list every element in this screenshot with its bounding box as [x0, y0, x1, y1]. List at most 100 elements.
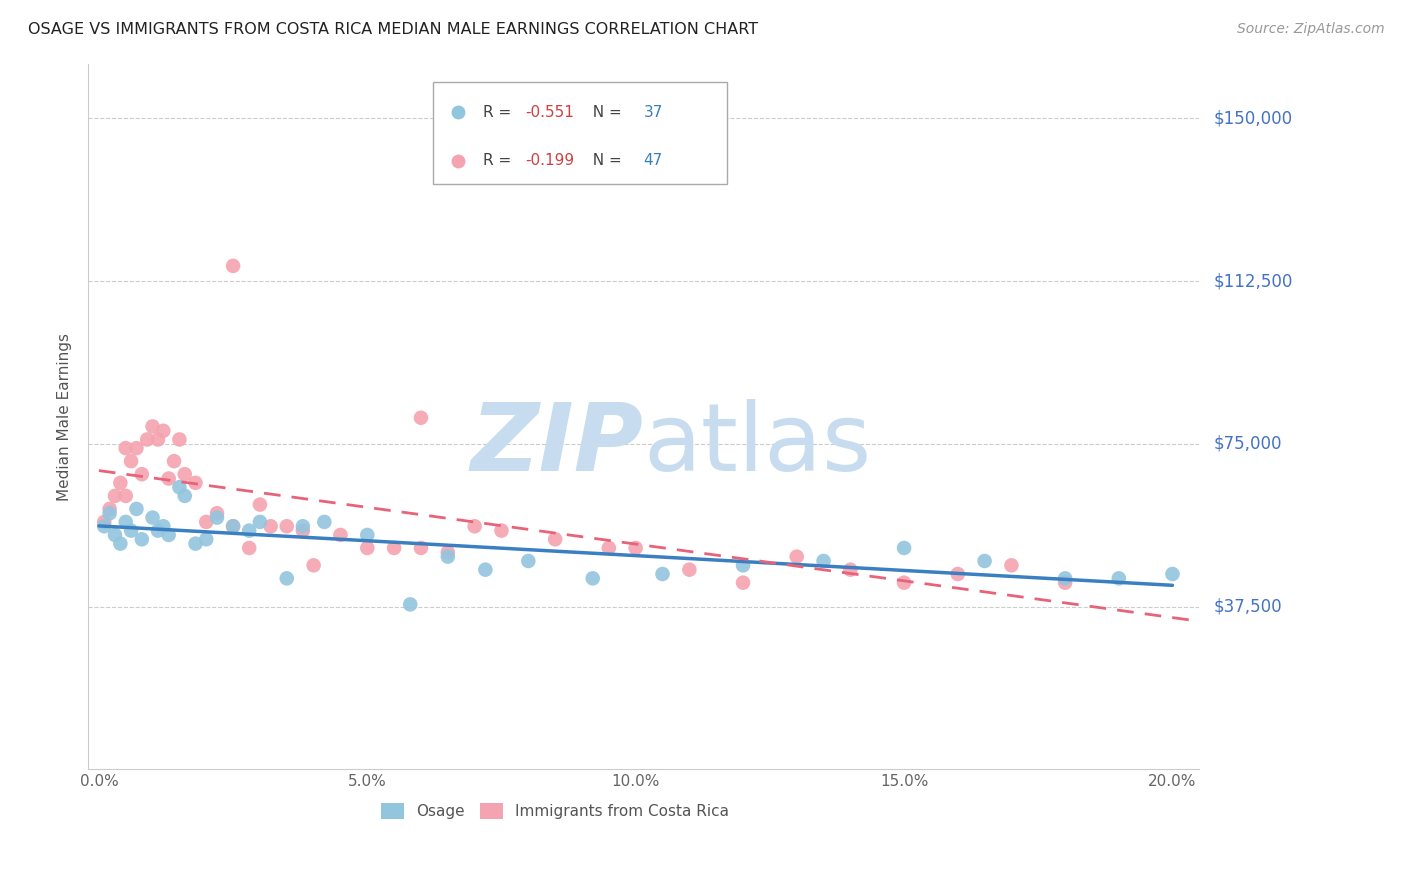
Point: [464, 519, 486, 533]
Point: [104, 528, 127, 542]
Text: 47: 47: [644, 153, 664, 169]
Text: $112,500: $112,500: [1213, 272, 1292, 290]
Text: N =: N =: [582, 104, 626, 120]
Point: [146, 524, 169, 538]
Point: [893, 575, 915, 590]
Point: [624, 541, 647, 555]
Text: $150,000: $150,000: [1213, 110, 1292, 128]
Point: [104, 489, 127, 503]
Text: atlas: atlas: [644, 399, 872, 491]
Point: [260, 519, 283, 533]
Point: [1108, 571, 1130, 585]
Point: [125, 441, 148, 455]
Point: [382, 541, 405, 555]
Point: [93, 519, 115, 533]
Point: [184, 475, 207, 490]
Point: [205, 506, 228, 520]
Point: [731, 558, 754, 573]
Point: [678, 563, 700, 577]
Point: [169, 480, 191, 494]
Text: N =: N =: [582, 153, 626, 169]
Point: [131, 533, 153, 547]
Point: [731, 575, 754, 590]
Point: [120, 454, 142, 468]
Text: Source: ZipAtlas.com: Source: ZipAtlas.com: [1237, 22, 1385, 37]
Text: -0.199: -0.199: [524, 153, 574, 169]
Point: [409, 410, 432, 425]
Point: [893, 541, 915, 555]
Point: [110, 536, 132, 550]
Text: R =: R =: [482, 104, 516, 120]
Text: -0.551: -0.551: [524, 104, 574, 120]
Point: [93, 515, 115, 529]
Point: [136, 433, 159, 447]
Text: R =: R =: [482, 153, 516, 169]
Point: [813, 554, 835, 568]
Point: [169, 433, 191, 447]
Point: [409, 541, 432, 555]
Point: [249, 498, 271, 512]
Point: [786, 549, 808, 564]
Text: ZIP: ZIP: [471, 399, 644, 491]
Y-axis label: Median Male Earnings: Median Male Earnings: [58, 333, 72, 500]
Point: [238, 524, 260, 538]
Point: [1054, 575, 1077, 590]
Point: [114, 515, 136, 529]
Point: [399, 598, 422, 612]
Legend: Osage, Immigrants from Costa Rica: Osage, Immigrants from Costa Rica: [374, 797, 735, 825]
Point: [249, 515, 271, 529]
Point: [356, 528, 378, 542]
Point: [120, 524, 142, 538]
Point: [436, 549, 458, 564]
Point: [651, 567, 673, 582]
Point: [973, 554, 995, 568]
FancyBboxPatch shape: [433, 82, 727, 184]
Point: [98, 506, 121, 520]
Point: [114, 489, 136, 503]
Point: [474, 563, 496, 577]
Point: [173, 489, 195, 503]
Point: [131, 467, 153, 482]
Point: [598, 541, 620, 555]
Point: [222, 519, 245, 533]
Point: [839, 563, 862, 577]
Point: [163, 454, 186, 468]
Point: [329, 528, 352, 542]
Point: [114, 441, 136, 455]
Point: [544, 533, 567, 547]
Point: [184, 536, 207, 550]
Point: [98, 502, 121, 516]
Point: [142, 419, 165, 434]
Point: [222, 259, 245, 273]
Point: [582, 571, 605, 585]
Point: [195, 515, 218, 529]
Text: $75,000: $75,000: [1213, 434, 1282, 453]
Point: [1054, 571, 1077, 585]
Point: [291, 519, 314, 533]
Point: [276, 571, 298, 585]
Point: [195, 533, 218, 547]
Point: [291, 524, 314, 538]
Point: [205, 510, 228, 524]
Point: [146, 433, 169, 447]
Point: [1000, 558, 1022, 573]
Point: [152, 424, 174, 438]
Point: [173, 467, 195, 482]
Point: [152, 519, 174, 533]
Point: [302, 558, 325, 573]
Point: [238, 541, 260, 555]
Point: [1161, 567, 1184, 582]
Point: [946, 567, 969, 582]
Point: [157, 471, 180, 485]
Point: [517, 554, 540, 568]
Text: OSAGE VS IMMIGRANTS FROM COSTA RICA MEDIAN MALE EARNINGS CORRELATION CHART: OSAGE VS IMMIGRANTS FROM COSTA RICA MEDI…: [28, 22, 758, 37]
Point: [356, 541, 378, 555]
Point: [276, 519, 298, 533]
Text: 37: 37: [644, 104, 664, 120]
Point: [142, 510, 165, 524]
Point: [110, 475, 132, 490]
Point: [157, 528, 180, 542]
Point: [491, 524, 513, 538]
Text: $37,500: $37,500: [1213, 598, 1282, 615]
Point: [222, 519, 245, 533]
